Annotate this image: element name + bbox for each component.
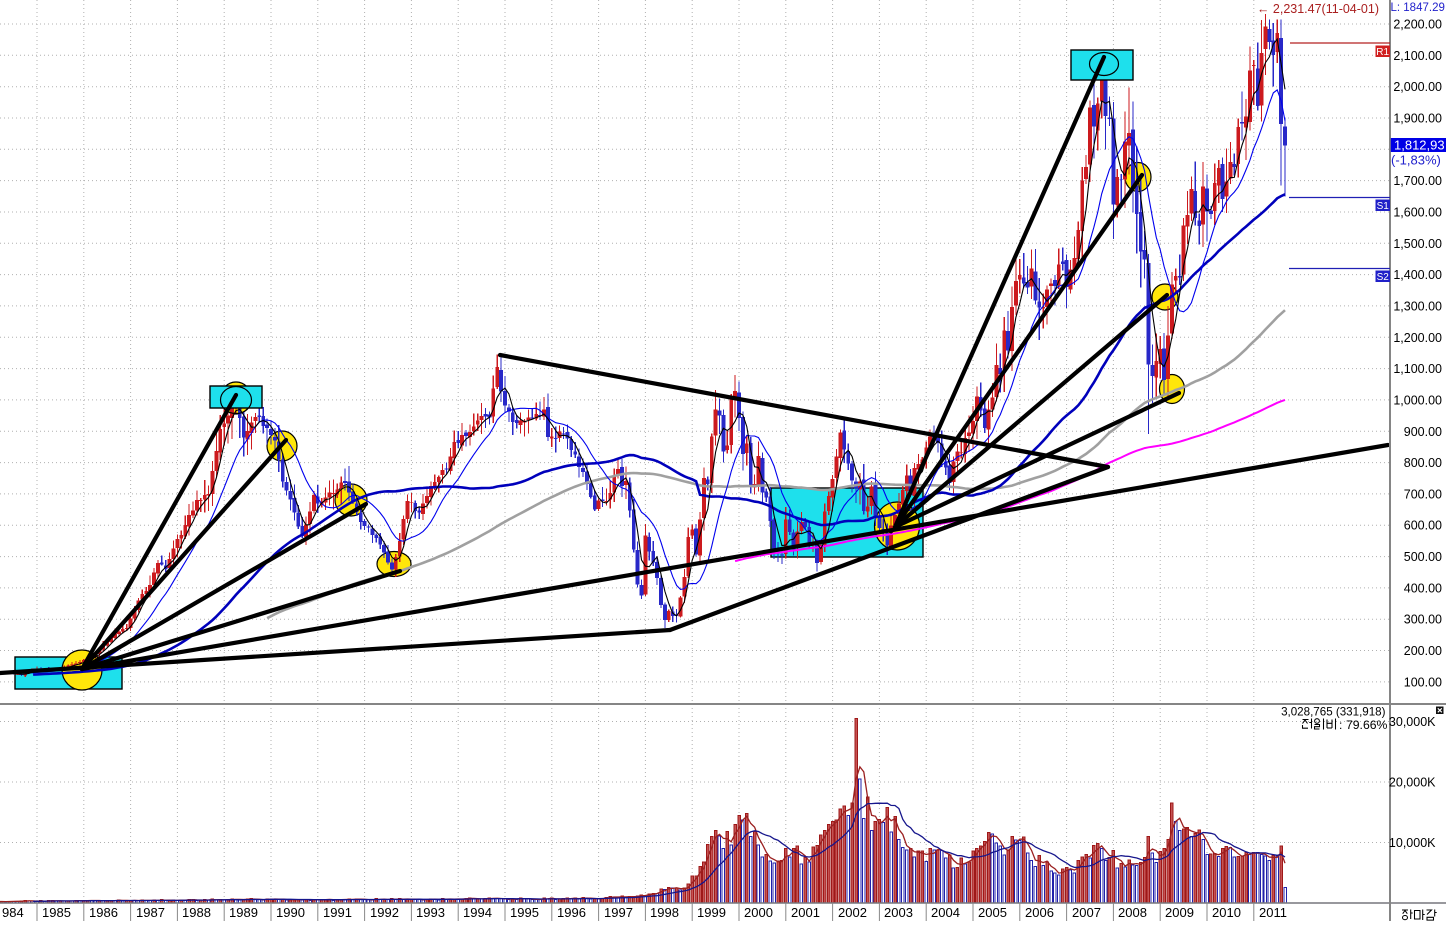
svg-text:2006: 2006 bbox=[1025, 905, 1054, 920]
svg-text:600.00: 600.00 bbox=[1404, 519, 1442, 533]
svg-text:2011: 2011 bbox=[1259, 905, 1287, 920]
svg-text:1998: 1998 bbox=[650, 905, 679, 920]
svg-text:20,000K: 20,000K bbox=[1389, 776, 1436, 790]
svg-text:1989: 1989 bbox=[229, 905, 258, 920]
svg-text:← 2,231.47(11-04-01): ← 2,231.47(11-04-01) bbox=[1257, 2, 1379, 16]
svg-text:2002: 2002 bbox=[838, 905, 867, 920]
svg-text:3,028,765 (331,918): 3,028,765 (331,918) bbox=[1281, 706, 1386, 719]
svg-text:2,000.00: 2,000.00 bbox=[1393, 80, 1442, 94]
svg-text:2000: 2000 bbox=[744, 905, 773, 920]
svg-text:1,300.00: 1,300.00 bbox=[1393, 299, 1442, 313]
svg-text:2008: 2008 bbox=[1118, 905, 1147, 920]
svg-text:1994: 1994 bbox=[463, 905, 492, 920]
svg-text:1988: 1988 bbox=[182, 905, 211, 920]
svg-text:100.00: 100.00 bbox=[1404, 675, 1442, 689]
svg-text:400.00: 400.00 bbox=[1404, 581, 1442, 595]
svg-text:2003: 2003 bbox=[884, 905, 913, 920]
svg-text:1993: 1993 bbox=[416, 905, 445, 920]
svg-text:1,200.00: 1,200.00 bbox=[1393, 331, 1442, 345]
svg-text:10,000K: 10,000K bbox=[1389, 836, 1436, 850]
svg-text:2004: 2004 bbox=[931, 905, 960, 920]
svg-text:1,100.00: 1,100.00 bbox=[1393, 362, 1442, 376]
svg-text:1996: 1996 bbox=[557, 905, 586, 920]
svg-text:1991: 1991 bbox=[323, 905, 352, 920]
svg-text:2,200.00: 2,200.00 bbox=[1393, 18, 1442, 32]
svg-text::: : bbox=[1339, 718, 1342, 732]
svg-text:1987: 1987 bbox=[136, 905, 165, 920]
svg-text:1,500.00: 1,500.00 bbox=[1393, 237, 1442, 251]
svg-text:R1: R1 bbox=[1376, 47, 1389, 58]
svg-text:2,100.00: 2,100.00 bbox=[1393, 49, 1442, 63]
svg-text:1,400.00: 1,400.00 bbox=[1393, 268, 1442, 282]
svg-text:2009: 2009 bbox=[1165, 905, 1194, 920]
svg-text:700.00: 700.00 bbox=[1404, 487, 1442, 501]
svg-text:2005: 2005 bbox=[978, 905, 1007, 920]
svg-text:1,600.00: 1,600.00 bbox=[1393, 206, 1442, 220]
svg-text:79.66%: 79.66% bbox=[1346, 718, 1387, 732]
svg-text:1,812,93: 1,812,93 bbox=[1394, 138, 1445, 153]
svg-text:30,000K: 30,000K bbox=[1389, 715, 1436, 729]
svg-text:S2: S2 bbox=[1377, 272, 1390, 283]
svg-text:500.00: 500.00 bbox=[1404, 550, 1442, 564]
svg-text:1986: 1986 bbox=[89, 905, 118, 920]
svg-text:900.00: 900.00 bbox=[1404, 425, 1442, 439]
svg-text:1,900.00: 1,900.00 bbox=[1393, 112, 1442, 126]
svg-text:1985: 1985 bbox=[42, 905, 71, 920]
svg-text:1997: 1997 bbox=[604, 905, 633, 920]
svg-text:800.00: 800.00 bbox=[1404, 456, 1442, 470]
svg-text:1995: 1995 bbox=[510, 905, 539, 920]
svg-text:2001: 2001 bbox=[791, 905, 820, 920]
svg-text:2010: 2010 bbox=[1212, 905, 1241, 920]
svg-text:1992: 1992 bbox=[370, 905, 399, 920]
svg-text:1,000.00: 1,000.00 bbox=[1393, 393, 1442, 407]
svg-text:300.00: 300.00 bbox=[1404, 613, 1442, 627]
svg-text:984: 984 bbox=[2, 905, 24, 920]
svg-text:1990: 1990 bbox=[276, 905, 305, 920]
svg-text:S1: S1 bbox=[1377, 201, 1390, 212]
svg-text:1999: 1999 bbox=[697, 905, 726, 920]
svg-text:2007: 2007 bbox=[1072, 905, 1101, 920]
svg-text:L: 1847.29: L: 1847.29 bbox=[1391, 2, 1445, 14]
svg-text:(-1,83%): (-1,83%) bbox=[1391, 153, 1441, 168]
svg-text:1,700.00: 1,700.00 bbox=[1393, 174, 1442, 188]
svg-text:200.00: 200.00 bbox=[1404, 644, 1442, 658]
